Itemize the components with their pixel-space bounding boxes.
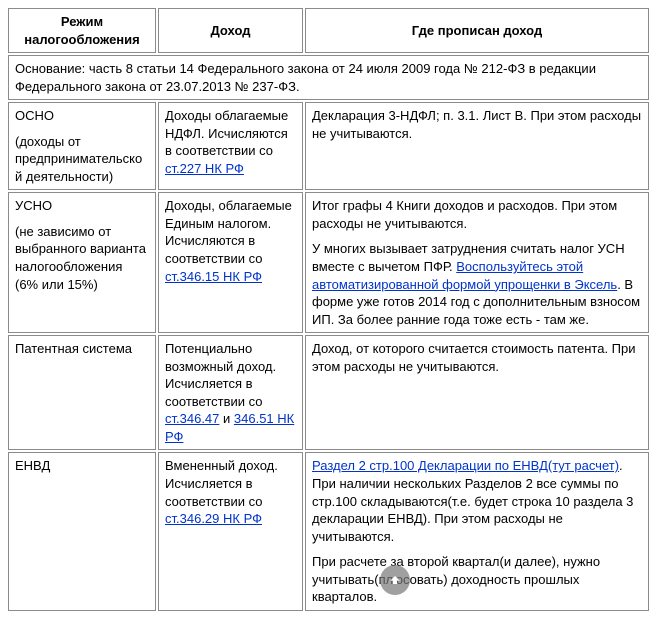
table-row: ОСНО (доходы от предпринимательской деят… <box>8 102 649 190</box>
regime-name: ОСНО <box>15 107 149 125</box>
regime-name: Патентная система <box>15 340 149 358</box>
income-text: и <box>219 411 234 426</box>
income-text: Потенциально возможный доход. Исчисляетс… <box>165 341 276 409</box>
col-header-income: Доход <box>158 8 303 53</box>
regime-cell: Патентная система <box>8 335 156 450</box>
header-row: Режим налогообложения Доход Где прописан… <box>8 8 649 53</box>
col-header-regime: Режим налогообложения <box>8 8 156 53</box>
table-row: Патентная система Потенциально возможный… <box>8 335 649 450</box>
law-link[interactable]: ст.346.29 НК РФ <box>165 511 262 526</box>
income-cell: Доходы, облагаемые Единым налогом. Исчис… <box>158 192 303 333</box>
where-cell: Итог графы 4 Книги доходов и расходов. П… <box>305 192 649 333</box>
where-cell: Декларация 3-НДФЛ; п. 3.1. Лист В. При э… <box>305 102 649 190</box>
table-row: УСНО (не зависимо от выбранного варианта… <box>8 192 649 333</box>
col-header-where: Где прописан доход <box>305 8 649 53</box>
income-text: Доходы облагаемые НДФЛ. Исчисляются в со… <box>165 108 288 158</box>
regime-note: (доходы от предпринимательской деятельно… <box>15 133 149 186</box>
regime-name: ЕНВД <box>15 457 149 475</box>
income-cell: Потенциально возможный доход. Исчисляетс… <box>158 335 303 450</box>
tax-regimes-table: Режим налогообложения Доход Где прописан… <box>6 6 651 613</box>
law-link[interactable]: ст.346.15 НК РФ <box>165 269 262 284</box>
where-cell: Доход, от которого считается стоимость п… <box>305 335 649 450</box>
arrow-up-icon <box>387 572 403 588</box>
income-text: Доходы, облагаемые Единым налогом. Исчис… <box>165 198 292 266</box>
regime-cell: УСНО (не зависимо от выбранного варианта… <box>8 192 156 333</box>
regime-cell: ЕНВД <box>8 452 156 610</box>
regime-name: УСНО <box>15 197 149 215</box>
regime-note: (не зависимо от выбранного варианта нало… <box>15 223 149 293</box>
where-p1: Итог графы 4 Книги доходов и расходов. П… <box>312 197 642 232</box>
basis-row: Основание: часть 8 статьи 14 Федеральног… <box>8 55 649 100</box>
table-row: ЕНВД Вмененный доход. Исчисляется в соот… <box>8 452 649 610</box>
basis-text: Основание: часть 8 статьи 14 Федеральног… <box>8 55 649 100</box>
where-p2: У многих вызывает затруднения считать на… <box>312 240 642 328</box>
income-cell: Вмененный доход. Исчисляется в соответст… <box>158 452 303 610</box>
income-cell: Доходы облагаемые НДФЛ. Исчисляются в со… <box>158 102 303 190</box>
where-p2: При расчете за второй квартал(и далее), … <box>312 553 642 606</box>
scroll-to-top-button[interactable] <box>380 565 410 595</box>
where-cell: Раздел 2 стр.100 Декларации по ЕНВД(тут … <box>305 452 649 610</box>
income-text: Вмененный доход. Исчисляется в соответст… <box>165 458 278 508</box>
law-link[interactable]: ст.346.47 <box>165 411 219 426</box>
law-link[interactable]: ст.227 НК РФ <box>165 161 244 176</box>
regime-cell: ОСНО (доходы от предпринимательской деят… <box>8 102 156 190</box>
where-p1: Раздел 2 стр.100 Декларации по ЕНВД(тут … <box>312 457 642 545</box>
envd-declaration-link[interactable]: Раздел 2 стр.100 Декларации по ЕНВД(тут … <box>312 458 619 473</box>
